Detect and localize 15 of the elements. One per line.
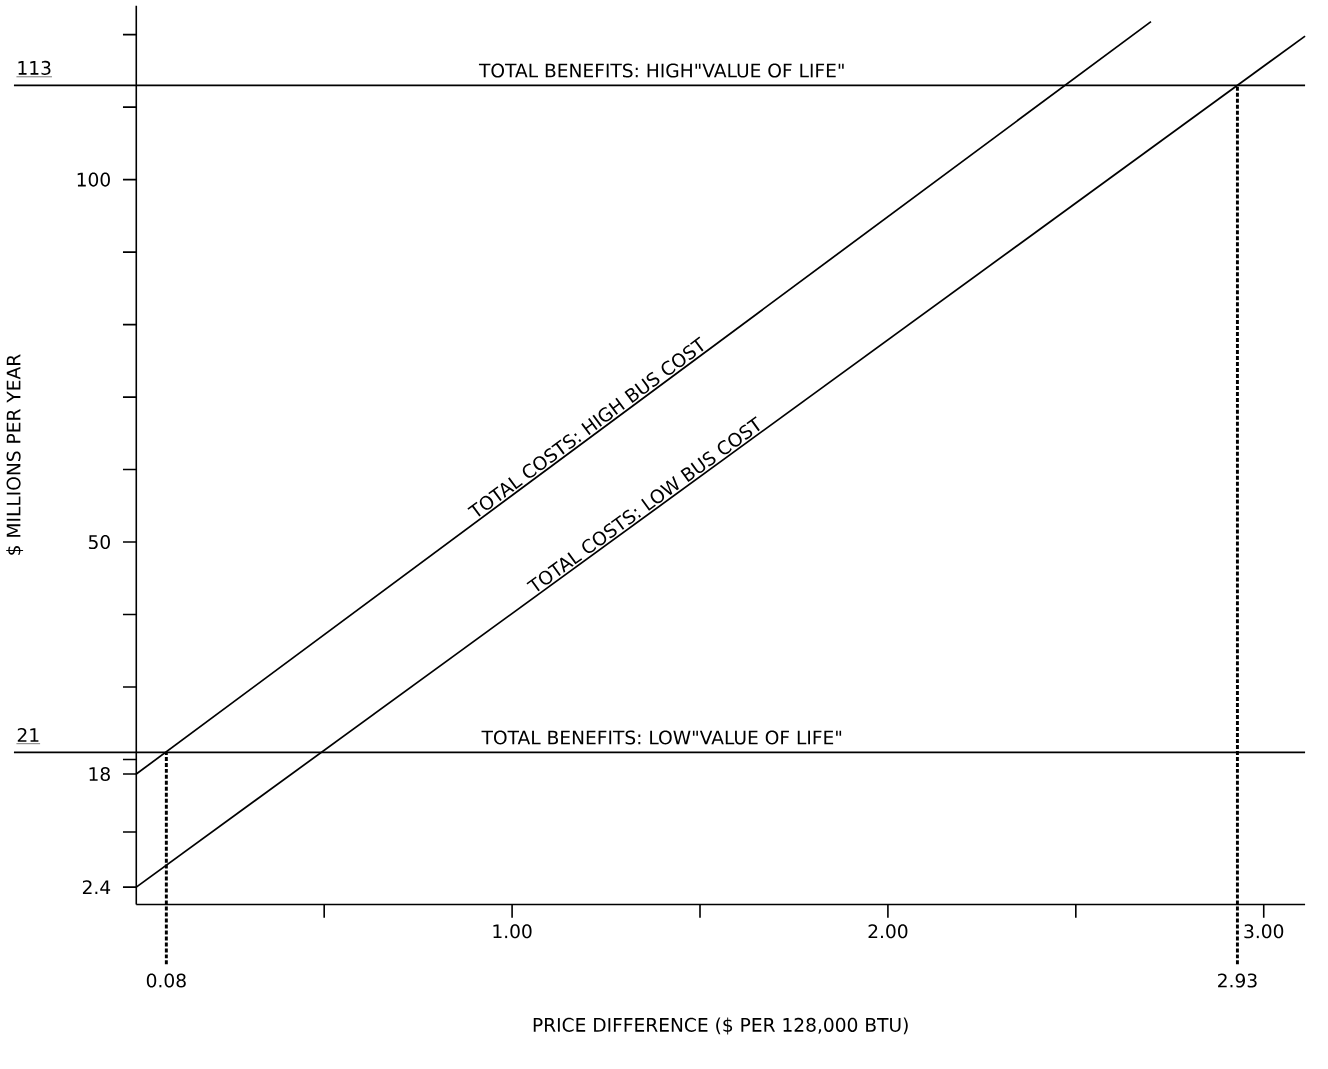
annotation: 113	[18, 60, 51, 75]
x-tick-label: 1.00	[493, 924, 532, 939]
annotation: 21	[17, 727, 39, 742]
y-tick-label: 50	[88, 534, 110, 550]
x-axis-title: PRICE DIFFERENCE ($ PER 128,000 BTU)	[533, 1017, 908, 1035]
x-tick-label: 2.00	[868, 924, 908, 939]
y-tick-label: 100	[77, 172, 110, 187]
y-tick-label: 18	[89, 766, 110, 782]
ref-line-label: 0.08	[146, 973, 186, 988]
ref-line-label: 2.93	[1218, 973, 1257, 988]
ref-line-label: TOTAL BENEFITS: LOW"VALUE OF LIFE"	[481, 730, 842, 745]
y-axis-title: $ MILLIONS PER YEAR	[6, 354, 24, 555]
x-tick-label: 3.00	[1244, 924, 1284, 939]
y-tick-label: 2.4	[82, 880, 111, 894]
ref-line-label: TOTAL BENEFITS: HIGH"VALUE OF LIFE"	[478, 63, 844, 78]
